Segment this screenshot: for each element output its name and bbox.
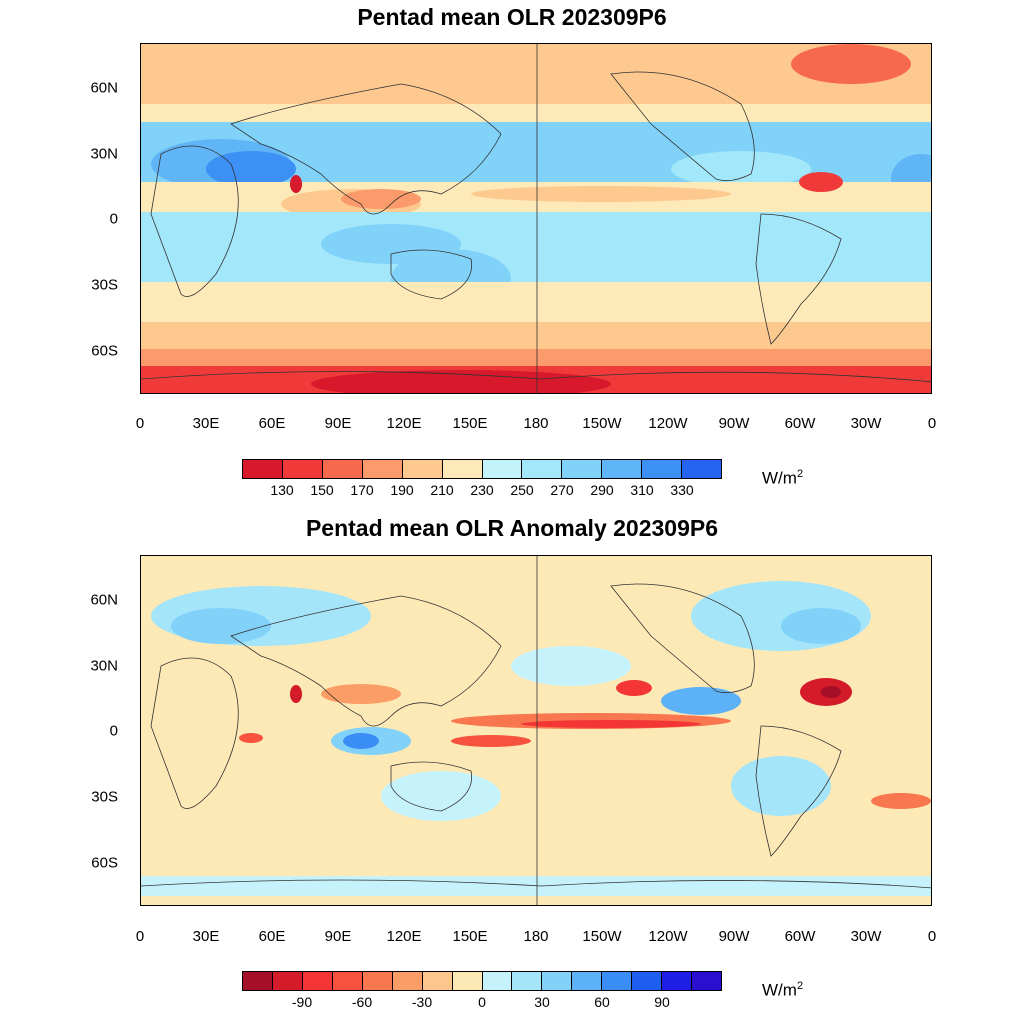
colorbar-swatch [662, 972, 693, 990]
colorbar-swatch [392, 972, 423, 990]
x-tick-label: 150E [452, 928, 488, 945]
x-tick-label: 120E [386, 928, 422, 945]
olr-colorbar [242, 459, 722, 479]
colorbar-swatch [602, 460, 643, 478]
x-tick-label: 90W [718, 415, 750, 432]
colorbar-swatch [682, 460, 722, 478]
x-tick-label: 150E [452, 415, 488, 432]
x-tick-label: 0 [927, 928, 937, 945]
x-tick-label: 120W [648, 415, 688, 432]
colorbar-swatch [482, 460, 523, 478]
x-tick-label: 150W [582, 415, 622, 432]
olr-units-label: W/m2 [762, 468, 804, 488]
colorbar-swatch [362, 972, 393, 990]
x-tick-label: 90W [718, 928, 750, 945]
y-tick-label: 60N [90, 79, 118, 97]
colorbar-tick-label: 190 [390, 482, 414, 498]
x-tick-label: 0 [135, 415, 145, 432]
colorbar-tick-label: 250 [510, 482, 534, 498]
colorbar-tick-label: 330 [670, 482, 694, 498]
colorbar-swatch [442, 460, 483, 478]
x-tick-label: 30W [850, 415, 882, 432]
colorbar-swatch [642, 460, 683, 478]
x-tick-label: 120W [648, 928, 688, 945]
y-tick-label: 30N [90, 145, 118, 163]
colorbar-tick-label: -60 [351, 994, 373, 1010]
x-tick-label: 60W [784, 415, 816, 432]
x-tick-label: 60E [258, 415, 286, 432]
x-tick-label: 150W [582, 928, 622, 945]
olr-anomaly-map [140, 555, 932, 906]
colorbar-tick-label: -30 [411, 994, 433, 1010]
y-tick-label: 0 [109, 722, 118, 740]
colorbar-tick-label: 270 [550, 482, 574, 498]
y-tick-label: 60S [91, 854, 118, 872]
x-tick-label: 60E [258, 928, 286, 945]
x-tick-label: 60W [784, 928, 816, 945]
olr-anomaly-units-label: W/m2 [762, 980, 804, 1000]
y-tick-label: 60S [91, 342, 118, 360]
x-tick-label: 0 [927, 415, 937, 432]
colorbar-swatch [452, 972, 483, 990]
colorbar-tick-label: 210 [430, 482, 454, 498]
colorbar-tick-label: 30 [534, 994, 550, 1010]
colorbar-swatch [243, 460, 283, 478]
x-tick-label: 30E [192, 928, 220, 945]
colorbar-swatch [482, 972, 513, 990]
colorbar-swatch [512, 972, 543, 990]
colorbar-tick-label: 290 [590, 482, 614, 498]
olr-anomaly-map-title: Pentad mean OLR Anomaly 202309P6 [305, 515, 719, 541]
colorbar-swatch [522, 460, 563, 478]
colorbar-swatch [282, 460, 323, 478]
colorbar-swatch [402, 460, 443, 478]
x-tick-label: 120E [386, 415, 422, 432]
colorbar-swatch [362, 460, 403, 478]
y-tick-label: 0 [109, 210, 118, 228]
colorbar-tick-label: 310 [630, 482, 654, 498]
colorbar-swatch [542, 972, 573, 990]
colorbar-tick-label: 60 [594, 994, 610, 1010]
colorbar-tick-label: 230 [470, 482, 494, 498]
olr-anomaly-colorbar [242, 971, 722, 991]
colorbar-swatch [332, 972, 363, 990]
colorbar-swatch [572, 972, 603, 990]
olr-field [141, 44, 931, 393]
olr-anomaly-field [141, 556, 931, 905]
x-tick-label: 30W [850, 928, 882, 945]
x-tick-label: 180 [523, 415, 549, 432]
y-tick-label: 30S [91, 788, 118, 806]
olr-map-title: Pentad mean OLR 202309P6 [357, 4, 667, 30]
colorbar-tick-label: -90 [291, 994, 313, 1010]
colorbar-swatch [632, 972, 663, 990]
x-tick-label: 180 [523, 928, 549, 945]
x-tick-label: 0 [135, 928, 145, 945]
colorbar-swatch [562, 460, 603, 478]
colorbar-tick-label: 130 [270, 482, 294, 498]
colorbar-swatch [302, 972, 333, 990]
colorbar-swatch [243, 972, 273, 990]
colorbar-tick-label: 0 [478, 994, 486, 1010]
colorbar-tick-label: 150 [310, 482, 334, 498]
x-tick-label: 90E [324, 415, 352, 432]
x-tick-label: 90E [324, 928, 352, 945]
colorbar-tick-label: 170 [350, 482, 374, 498]
colorbar-swatch [322, 460, 363, 478]
colorbar-tick-label: 90 [654, 994, 670, 1010]
colorbar-swatch [602, 972, 633, 990]
colorbar-swatch [692, 972, 721, 990]
x-tick-label: 30E [192, 415, 220, 432]
colorbar-swatch [422, 972, 453, 990]
y-tick-label: 30N [90, 657, 118, 675]
y-tick-label: 30S [91, 276, 118, 294]
olr-map [140, 43, 932, 394]
y-tick-label: 60N [90, 591, 118, 609]
colorbar-swatch [272, 972, 303, 990]
